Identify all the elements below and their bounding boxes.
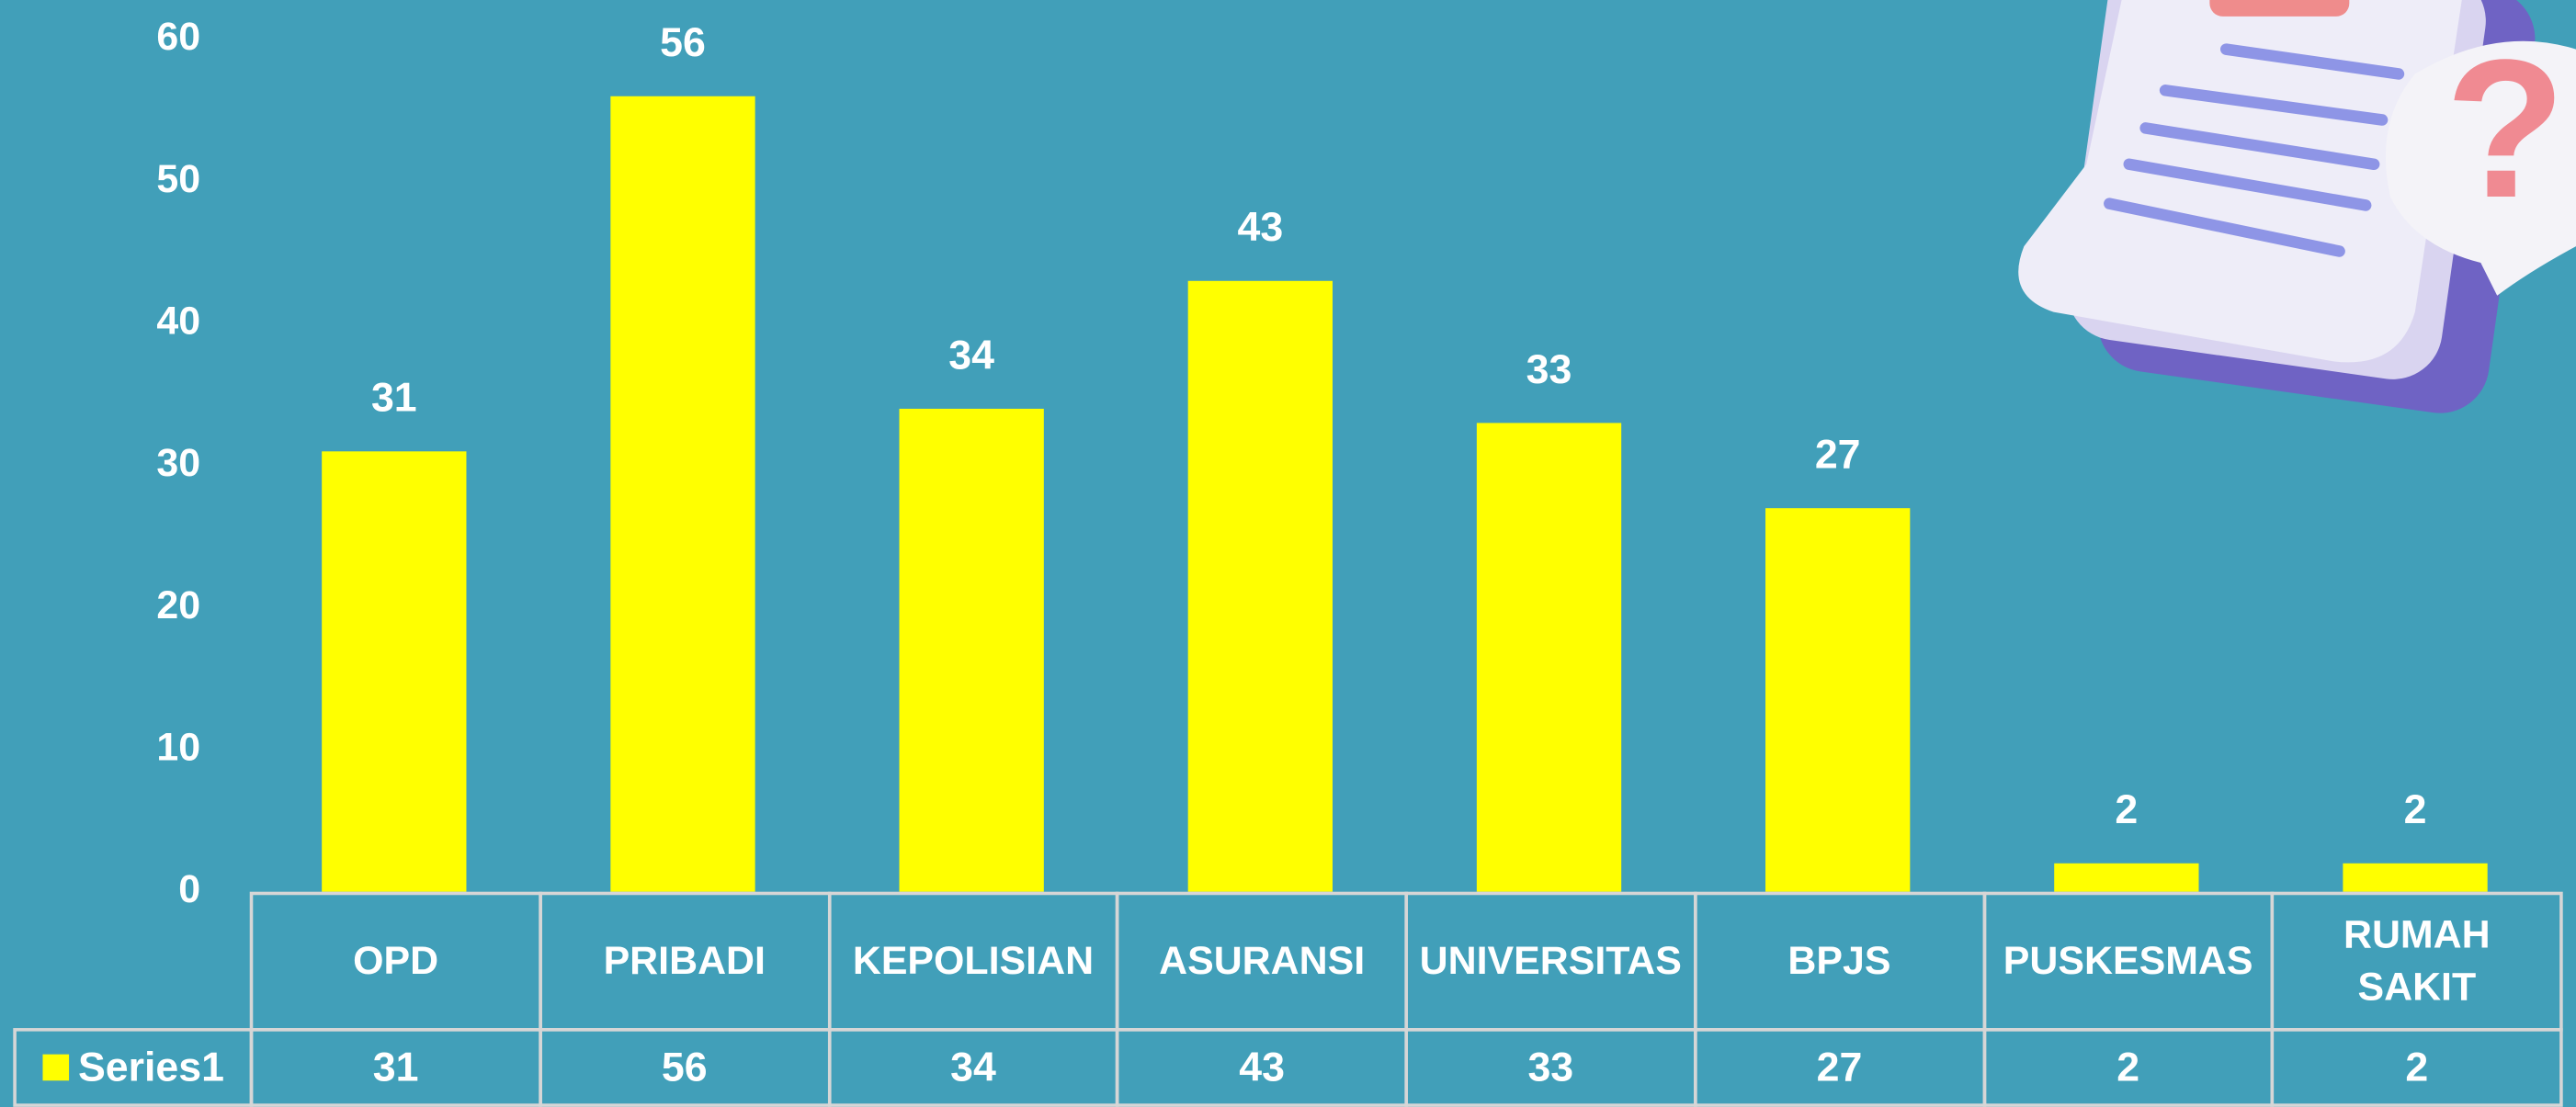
data-label: 56 (660, 20, 706, 65)
decoration: ? (2018, 0, 2576, 420)
table-value: 43 (1116, 1028, 1408, 1107)
data-label: 34 (948, 333, 994, 378)
table-value: 34 (827, 1028, 1119, 1107)
y-tick-label: 60 (156, 15, 200, 59)
bar (900, 409, 1044, 892)
data-label: 33 (1526, 347, 1572, 392)
x-tick-label: ASURANSI (1116, 892, 1408, 1032)
bar (1765, 508, 1910, 892)
x-tick-label: UNIVERSITAS (1404, 892, 1697, 1032)
y-tick-label: 10 (156, 725, 200, 769)
x-tick-label: BPJS (1694, 892, 1986, 1032)
page: ? 010203040506031563443332722 3156344333… (0, 0, 2576, 1103)
x-tick-label: PUSKESMAS (1982, 892, 2275, 1032)
x-tick-label: PRIBADI (539, 892, 831, 1032)
data-label: 2 (2404, 787, 2427, 832)
bar (1188, 281, 1333, 892)
bar (322, 451, 466, 891)
x-tick-label: KEPOLISIAN (827, 892, 1119, 1032)
data-label: 27 (1815, 433, 1861, 478)
bar (1477, 423, 1621, 891)
table-value: 56 (539, 1028, 831, 1107)
table-value: 27 (1694, 1028, 1986, 1107)
x-tick-label: RUMAH SAKIT (2271, 892, 2563, 1032)
table-value: 2 (2271, 1028, 2563, 1107)
data-label: 2 (2115, 787, 2138, 832)
bar (2343, 864, 2487, 892)
table-value: 2 (1982, 1028, 2275, 1107)
svg-text:?: ? (2445, 19, 2566, 239)
y-tick-label: 30 (156, 441, 200, 485)
legend-cell: Series1 (13, 1028, 253, 1107)
y-tick-label: 0 (178, 867, 200, 911)
data-label: 31 (371, 376, 417, 421)
legend-swatch (42, 1055, 69, 1081)
y-tick-label: 20 (156, 583, 200, 627)
bar (610, 96, 755, 892)
x-tick-label: OPD (250, 892, 542, 1032)
legend-label: Series1 (78, 1041, 224, 1094)
y-tick-label: 40 (156, 299, 200, 343)
chart-area: ? 010203040506031563443332722 3156344333… (0, 0, 2576, 1103)
y-tick-label: 50 (156, 157, 200, 201)
table-value: 31 (250, 1028, 542, 1107)
data-label: 43 (1237, 205, 1283, 250)
bar (2054, 864, 2198, 892)
table-value: 33 (1404, 1028, 1697, 1107)
